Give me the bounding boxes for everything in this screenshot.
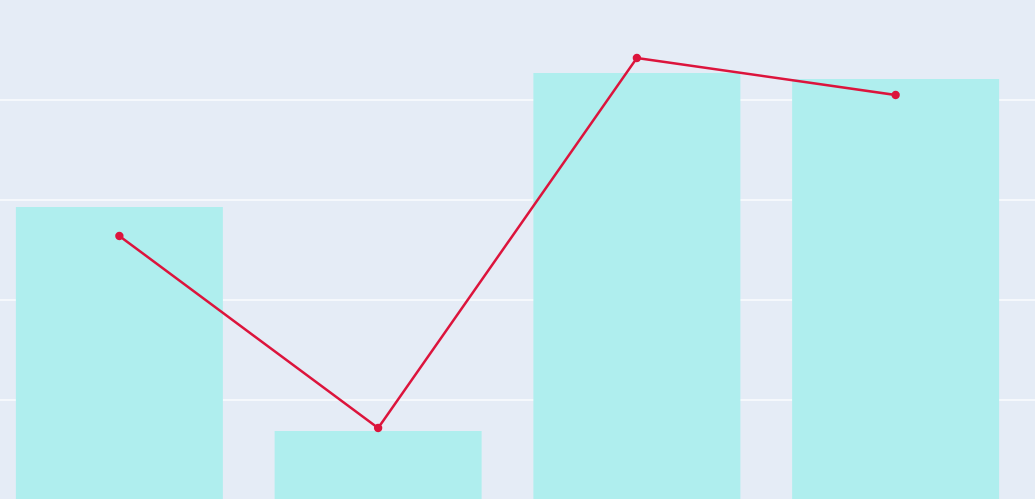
bar-1 (274, 431, 482, 499)
series-line (118, 56, 896, 430)
line-markers (115, 53, 900, 433)
line-point-1 (373, 423, 383, 433)
bar-3 (792, 79, 1000, 499)
line-series (118, 56, 896, 430)
bar-2 (533, 73, 741, 499)
line-point-3 (891, 90, 900, 100)
line-point-0 (115, 231, 124, 241)
line-point-2 (632, 53, 642, 63)
bar-0 (15, 207, 223, 499)
bar-series (15, 73, 1000, 499)
